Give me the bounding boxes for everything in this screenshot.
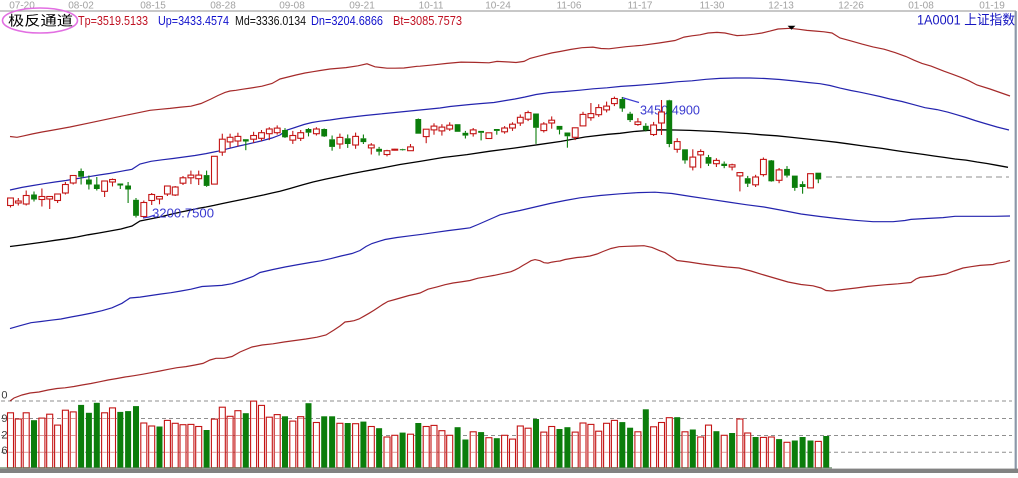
svg-text:Dn=3204.6866: Dn=3204.6866 (311, 14, 383, 28)
svg-text:10-24: 10-24 (485, 1, 511, 12)
svg-text:极反通道: 极反通道 (8, 14, 73, 29)
svg-text:3200.7500: 3200.7500 (152, 207, 214, 221)
svg-text:09-21: 09-21 (349, 1, 375, 12)
svg-text:11-30: 11-30 (700, 1, 725, 12)
svg-text:08-02: 08-02 (68, 1, 94, 12)
svg-text:01-08: 01-08 (908, 1, 934, 12)
svg-text:12-13: 12-13 (768, 1, 794, 12)
svg-text:08-28: 08-28 (210, 1, 236, 12)
svg-text:07-20: 07-20 (9, 1, 35, 12)
svg-text:9: 9 (1, 413, 7, 425)
svg-text:08-15: 08-15 (140, 1, 166, 12)
svg-text:11-17: 11-17 (628, 1, 653, 12)
svg-text:12-26: 12-26 (838, 1, 864, 12)
svg-text:11-06: 11-06 (557, 1, 582, 12)
svg-text:10-11: 10-11 (419, 1, 444, 12)
svg-text:Md=3336.0134: Md=3336.0134 (235, 14, 306, 28)
svg-text:Tp=3519.5133: Tp=3519.5133 (78, 14, 148, 28)
svg-text:2: 2 (1, 430, 7, 442)
svg-text:09-08: 09-08 (279, 1, 305, 12)
svg-text:Bt=3085.7573: Bt=3085.7573 (393, 14, 462, 28)
svg-text:Up=3433.4574: Up=3433.4574 (158, 14, 229, 28)
svg-text:6: 6 (1, 445, 7, 457)
svg-text:01-19: 01-19 (979, 1, 1005, 12)
svg-text:1A0001 上证指数: 1A0001 上证指数 (917, 13, 1015, 28)
svg-text:0: 0 (1, 390, 7, 402)
